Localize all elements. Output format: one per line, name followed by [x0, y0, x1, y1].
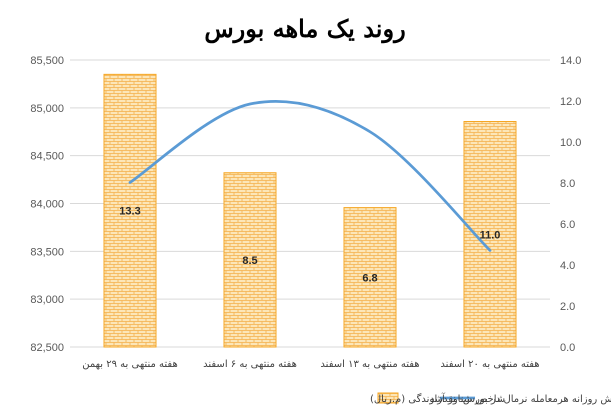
left-axis-tick-label: 84,000 — [30, 199, 64, 211]
bar — [343, 207, 397, 348]
right-axis-tick-label: 14.0 — [560, 55, 581, 67]
bar-data-label: 6.8 — [362, 272, 377, 284]
bar-data-label: 13.3 — [119, 206, 140, 218]
category-label: هفته منتهی به ۲۰ اسفند — [440, 359, 539, 370]
right-axis-ticks: 0.0 2.0 4.0 6.0 8.0 10.0 12.0 14.0 — [560, 55, 581, 354]
bar-data-label: 8.5 — [242, 255, 257, 267]
right-axis-tick-label: 10.0 — [560, 137, 581, 149]
left-axis-tick-label: 82,500 — [30, 342, 64, 354]
left-axis-ticks: 82,500 83,000 83,500 84,000 84,500 85,000 85,5… — [30, 55, 64, 354]
bars-layer — [103, 73, 517, 348]
right-axis-tick-label: 12.0 — [560, 96, 581, 108]
left-axis-tick-label: 85,000 — [30, 103, 64, 115]
legend: شاخص شناور آزادمتوسط ارزش روزانه هرمعامل… — [370, 392, 611, 405]
left-axis-tick-label: 83,500 — [30, 246, 64, 258]
right-axis-tick-label: 2.0 — [560, 301, 575, 313]
category-label: هفته منتهی به ۶ اسفند — [203, 359, 297, 370]
bar — [223, 172, 277, 348]
bar-data-label: 11.0 — [480, 229, 501, 241]
chart-title: روند یک ماهه بورس — [204, 14, 405, 44]
category-label: هفته منتهی به ۱۳ اسفند — [320, 359, 419, 370]
bar — [103, 73, 157, 348]
category-label: هفته منتهی به ۲۹ بهمن — [82, 359, 177, 370]
right-axis-tick-label: 8.0 — [560, 178, 575, 190]
left-axis-tick-label: 84,500 — [30, 151, 64, 163]
left-axis-tick-label: 85,500 — [30, 55, 64, 67]
legend-bar-label: متوسط ارزش روزانه هرمعامله نرمال در بورس… — [370, 393, 611, 405]
bar — [463, 121, 517, 348]
series-line — [128, 99, 492, 252]
right-axis-tick-label: 6.0 — [560, 219, 575, 231]
left-axis-tick-label: 83,000 — [30, 294, 64, 306]
category-labels-layer: هفته منتهی به ۲۹ بهمن هفته منتهی به ۶ اسف… — [82, 359, 539, 370]
right-axis-tick-label: 0.0 — [560, 342, 575, 354]
legend-line-label: شاخص شناور آزاد — [430, 392, 505, 405]
right-axis-tick-label: 4.0 — [560, 260, 575, 272]
line-layer — [128, 99, 492, 252]
legend-bar-swatch — [377, 392, 399, 404]
data-labels-layer: 13.3 8.5 6.8 11.0 — [119, 206, 500, 285]
